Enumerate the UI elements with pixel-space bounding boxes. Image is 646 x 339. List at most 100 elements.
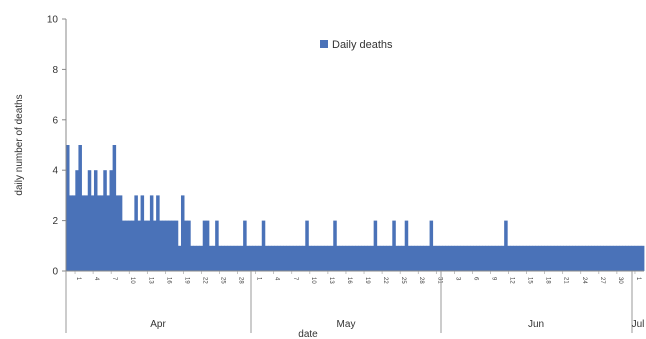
bar — [78, 145, 82, 271]
bar — [299, 245, 303, 271]
bar — [193, 245, 197, 271]
x-day-label: 4 — [274, 277, 280, 281]
bar — [327, 245, 331, 271]
bar — [538, 245, 542, 271]
bar — [81, 195, 86, 271]
bar — [550, 245, 555, 271]
x-day-label: 27 — [599, 277, 605, 284]
bar — [358, 245, 362, 271]
bar — [84, 195, 89, 271]
bar — [525, 245, 530, 271]
bar — [342, 245, 347, 271]
bar — [66, 145, 70, 271]
bar — [153, 220, 157, 271]
bar — [420, 245, 424, 271]
x-day-label: 6 — [472, 277, 478, 281]
bar — [522, 245, 527, 271]
bar — [569, 245, 573, 271]
bar — [423, 245, 427, 271]
bar — [454, 245, 458, 271]
bar — [233, 245, 238, 271]
x-day-label: 1 — [75, 277, 81, 281]
bar — [451, 245, 455, 271]
bar — [382, 245, 387, 271]
bar — [597, 245, 601, 271]
bar — [218, 245, 222, 271]
bar — [230, 245, 235, 271]
bar — [224, 245, 228, 271]
bar — [289, 245, 294, 271]
bar — [125, 220, 129, 271]
bar — [87, 170, 92, 271]
bar — [532, 245, 536, 271]
bar — [305, 220, 309, 271]
bar — [267, 245, 272, 271]
bar — [252, 245, 256, 271]
bars-group — [66, 145, 645, 271]
bar — [364, 245, 368, 271]
bar — [190, 245, 194, 271]
y-tick-label: 2 — [52, 216, 58, 227]
bar — [308, 245, 312, 271]
bar — [90, 195, 95, 271]
bar — [507, 245, 511, 271]
x-day-label: 1 — [635, 277, 641, 281]
bar — [162, 220, 166, 271]
bar — [292, 245, 297, 271]
bar — [330, 245, 334, 271]
bar — [264, 245, 269, 271]
bar — [202, 220, 207, 271]
bar — [476, 245, 480, 271]
bar — [513, 245, 517, 271]
bar — [351, 245, 356, 271]
x-day-label: 16 — [165, 277, 171, 284]
bar — [485, 245, 490, 271]
x-day-label: 24 — [581, 277, 587, 284]
bar — [121, 220, 126, 271]
bar — [348, 245, 353, 271]
x-day-label: 31 — [436, 277, 442, 284]
bar — [286, 245, 291, 271]
bar — [541, 245, 545, 271]
x-axis-title: date — [298, 329, 318, 339]
x-day-label: 3 — [454, 277, 460, 281]
bar — [255, 245, 260, 271]
bar — [115, 195, 120, 271]
x-day-label: 13 — [328, 277, 334, 284]
bar — [180, 195, 185, 271]
month-label: Jul — [632, 319, 645, 330]
bar — [535, 245, 539, 271]
bar — [174, 220, 179, 271]
bar — [417, 245, 421, 271]
bar — [463, 245, 468, 271]
bar — [317, 245, 322, 271]
bar — [208, 245, 213, 271]
bar — [134, 195, 138, 271]
bar — [438, 245, 443, 271]
bar — [637, 245, 642, 271]
bar — [588, 245, 592, 271]
bar — [274, 245, 278, 271]
bar — [575, 245, 580, 271]
bar — [137, 220, 141, 271]
bar — [212, 245, 216, 271]
month-label: Apr — [150, 319, 166, 330]
bar — [283, 245, 288, 271]
bar — [529, 245, 533, 271]
bar — [466, 245, 471, 271]
bar — [146, 220, 151, 271]
bar — [628, 245, 632, 271]
bar — [473, 245, 477, 271]
bar — [295, 245, 300, 271]
bar — [165, 220, 169, 271]
x-day-label: 30 — [617, 277, 623, 284]
x-day-label: 19 — [183, 277, 189, 284]
bar — [246, 245, 250, 271]
bar — [320, 245, 325, 271]
bar — [72, 195, 76, 271]
bar — [494, 245, 499, 271]
bar — [128, 220, 132, 271]
bar — [519, 245, 524, 271]
bar — [591, 245, 595, 271]
bar — [100, 195, 104, 271]
